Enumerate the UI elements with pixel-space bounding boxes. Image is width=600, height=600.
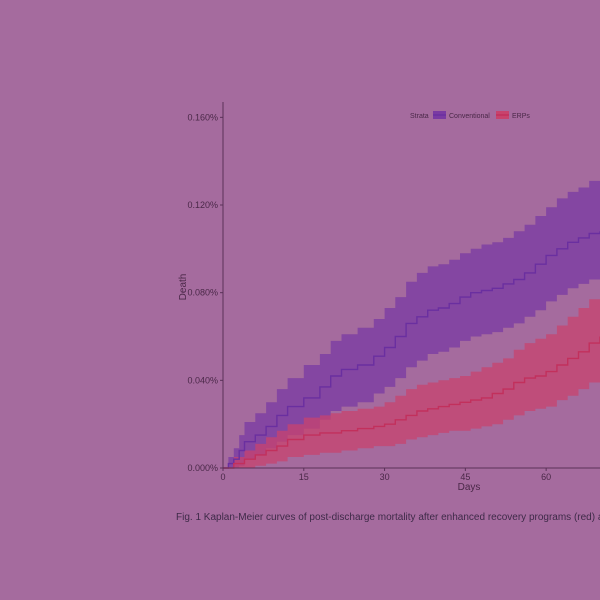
x-tick-label: 0 [220,472,225,482]
survival-curve-conventional [223,231,600,469]
survival-lines [223,231,600,469]
ticks: 0.000% 0.040% 0.080% 0.120% 0.160% 0 15 30 45 60 [187,112,551,482]
y-axis-title: Death [178,274,189,301]
y-tick-label: 0.080% [187,288,218,298]
legend-title: Strata [410,113,429,120]
y-tick-label: 0.000% [187,463,218,473]
survival-curve-erps [223,336,600,469]
y-tick-label: 0.120% [187,200,218,210]
x-tick-label: 60 [541,472,551,482]
x-axis-title: Days [458,482,481,493]
legend-label-conventional: Conventional [449,113,490,120]
figure-caption: Fig. 1 Kaplan-Meier curves of post-disch… [176,512,600,523]
axes [222,102,600,469]
x-tick-label: 45 [460,472,470,482]
ci-band-erps [223,292,600,468]
y-tick-label: 0.040% [187,375,218,385]
legend: Strata Conventional ERPs [410,111,530,120]
legend-label-erps: ERPs [512,113,530,120]
x-tick-label: 15 [299,472,309,482]
y-tick-label: 0.160% [187,112,218,122]
x-tick-label: 30 [380,472,390,482]
